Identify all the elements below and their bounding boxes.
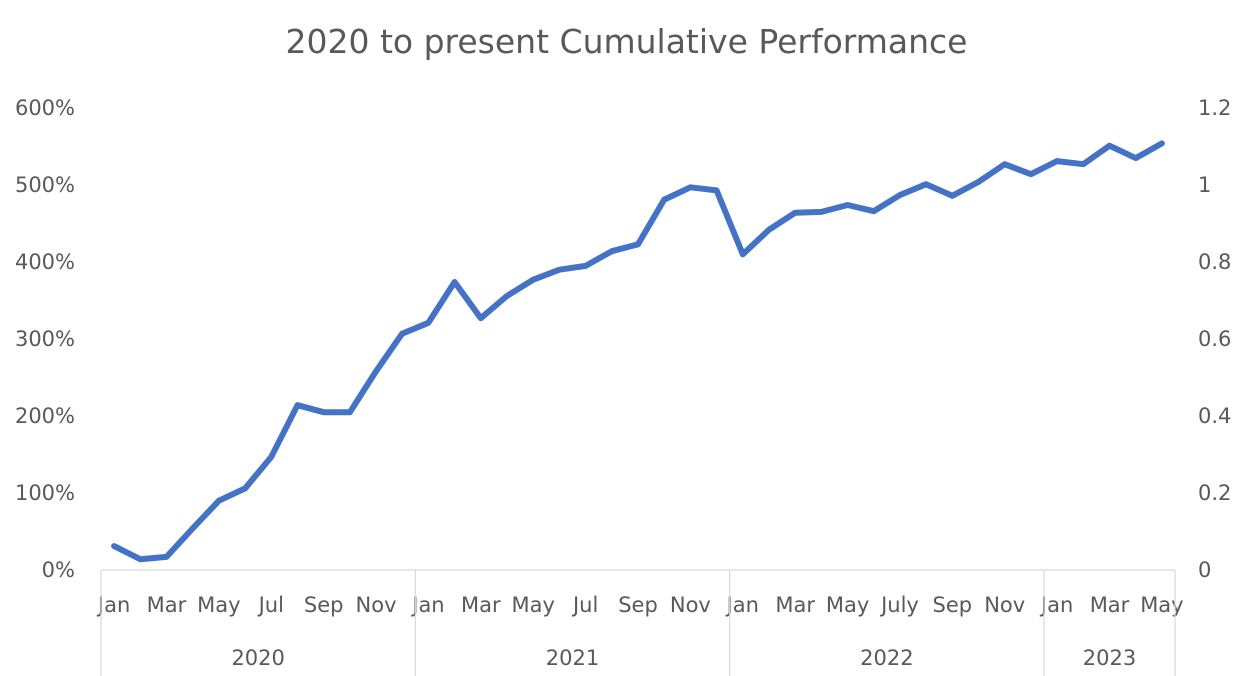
y-right-tick-label: 0.8 [1198,250,1231,274]
y-right-tick-label: 1 [1198,173,1211,197]
y-left-tick-label: 300% [15,327,75,351]
series-line [111,140,1165,563]
x-tick-label: Sep [618,593,658,617]
x-tick-label: Mar [147,593,187,617]
y-left-tick-label: 600% [15,96,75,120]
x-tick-label: Sep [304,593,344,617]
x-tick-label: Jan [1039,593,1073,617]
y-right-tick-label: 0.2 [1198,481,1231,505]
x-group-label: 2021 [546,646,599,670]
x-tick-label: May [512,593,555,617]
x-tick-label: May [197,593,240,617]
y-left-tick-label: 0% [42,558,75,582]
y-left-tick-label: 100% [15,481,75,505]
x-tick-label: Nov [356,593,397,617]
y-left-tick-label: 500% [15,173,75,197]
x-tick-label: Nov [670,593,711,617]
chart-title: 2020 to present Cumulative Performance [285,22,968,61]
x-axis: Jan Mar May Jul Sep Nov Jan Mar May Jul Sep Nov Jan M… [96,569,1184,676]
series-layer [111,140,1165,563]
y-axis-right: 0 0.2 0.4 0.6 0.8 1 1.2 [1198,96,1231,582]
y-left-tick-label: 200% [15,404,75,428]
x-tick-label: May [826,593,869,617]
y-left-tick-label: 400% [15,250,75,274]
x-tick-label: Sep [933,593,973,617]
x-group-label: 2022 [860,646,913,670]
x-tick-label: Jul [571,593,598,617]
x-tick-label: Jan [725,593,759,617]
x-tick-label: Mar [461,593,501,617]
y-right-tick-label: 1.2 [1198,96,1231,120]
x-tick-label: Nov [984,593,1025,617]
x-group-label: 2020 [231,646,284,670]
x-tick-label: Jul [257,593,284,617]
x-tick-label: July [879,593,919,617]
y-right-tick-label: 0.6 [1198,327,1231,351]
x-tick-label: Mar [775,593,815,617]
x-tick-label: Mar [1090,593,1130,617]
x-group-label: 2023 [1083,646,1136,670]
y-right-tick-label: 0.4 [1198,404,1231,428]
x-tick-label: May [1140,593,1183,617]
x-tick-label: Jan [410,593,444,617]
y-axis-left: 0% 100% 200% 300% 400% 500% 600% [15,96,75,582]
y-right-tick-label: 0 [1198,558,1211,582]
x-tick-label: Jan [96,593,130,617]
